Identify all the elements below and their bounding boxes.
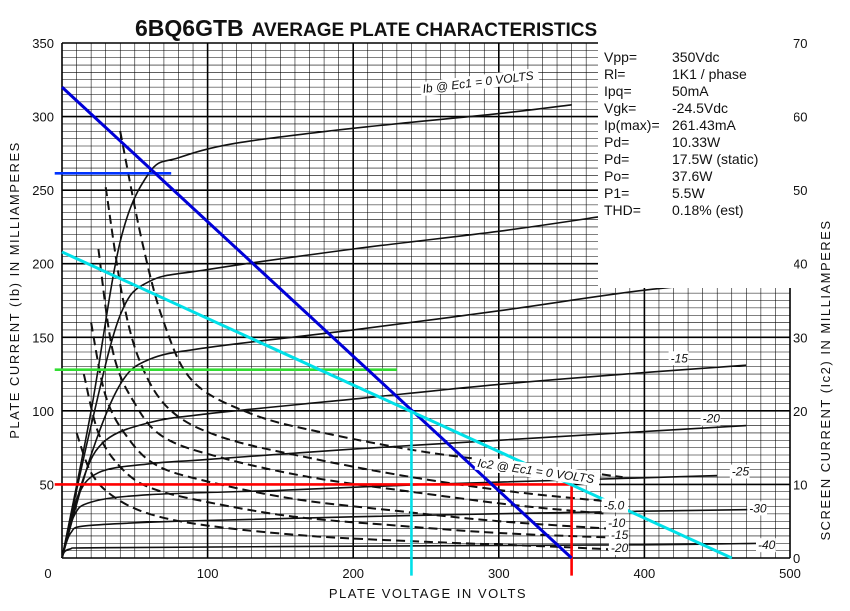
x-tick-label: 300 [488,566,510,581]
y-tick-label-left: 100 [32,404,54,419]
spec-value: -24.5Vdc [672,100,728,116]
spec-label: Pd= [604,134,629,150]
plate-curve-1 [61,215,601,559]
spec-value: 10.33W [672,134,721,150]
screen-curve-4 [82,373,609,539]
screen-curve-label-4-bg [608,527,629,542]
y-tick-label-left: 150 [32,330,54,345]
spec-value: 1K1 / phase [672,66,747,82]
plate-curve-label-3: -15 [671,351,689,365]
plate-curve-label-7-bg [756,538,776,553]
plate-curve-label-3-bg [668,351,689,366]
screen-curve-label-4-wrap: -15 [608,527,629,542]
y-tick-label-left: 250 [32,183,54,198]
plate-curve-label-3-wrap: -15 [668,351,689,366]
plate-curve-label-5: -25 [732,465,750,479]
screen-curve-label-2-wrap: -5.0 [601,498,628,513]
screen-curve-2 [97,248,609,515]
y-tick-label-left: 300 [32,110,54,125]
spec-label: Rl= [604,66,625,82]
spec-label: Ip(max)= [604,117,660,133]
spec-list: Vpp= 350Vdc Rl= 1K1 / phase Ipq= 50mA Vgk= -24.… [604,49,758,218]
spec-label: Vpp= [604,49,637,65]
screen-curve-label-4: -15 [611,528,629,542]
chart-title: 6BQ6GTB AVERAGE PLATE CHARACTERISTICS [135,15,597,41]
spec-value: 37.6W [672,168,713,184]
screen-curve-label-5: -20 [611,541,629,555]
y-axis-title-left: PLATE CURRENT (Ib) IN MILLIAMPERES [7,141,22,439]
plate-curve-6 [61,508,761,559]
screen-curve-label-2-bg [601,498,628,513]
screen-curve-3 [90,322,609,530]
y-tick-label-right: 30 [793,330,807,345]
screen-curve-label-2: -5.0 [604,498,625,512]
plate-curve-label-7: -40 [758,538,776,552]
y-tick-label-right: 70 [793,36,807,51]
plate-curve-0 [61,104,572,559]
spec-label: P1= [604,185,629,201]
spec-label: Po= [604,168,629,184]
spec-value: 350Vdc [672,49,719,65]
spec-box [598,40,794,288]
plate-curve-label-0-bg [419,67,540,97]
y-tick-label-right: 50 [793,183,807,198]
spec-value: 261.43mA [672,117,736,133]
x-tick-label: 500 [779,566,801,581]
plate-curve-3 [61,364,747,559]
plate-curve-label-6-wrap: -30 [747,501,767,516]
spec-value: 17.5W (static) [672,151,758,167]
spec-value: 50mA [672,83,709,99]
y-tick-label-right: 0 [793,551,800,566]
screen-curve-label-0-bg [474,455,601,487]
plate-curve-label-7-wrap: -40 [756,538,776,553]
y-tick-label-right: 10 [793,477,807,492]
spec-value: 0.18% (est) [672,202,744,218]
y-tick-label-right: 20 [793,404,807,419]
spec-label: THD= [604,202,641,218]
plate-curve-2 [61,280,747,559]
plate-curve-label-4-bg [700,411,721,426]
screen-curve-label-3-wrap: -10 [606,516,626,531]
x-tick-label: 200 [342,566,364,581]
spec-label: Pd= [604,151,629,167]
screen-curve-label-5-bg [608,541,629,556]
y-tick-label-left: 200 [32,257,54,272]
y-tick-label-right: 60 [793,110,807,125]
screen-curve-label-3: -10 [608,516,626,530]
plate-curve-label-4-wrap: -20 [700,411,721,426]
screen-curve-label-3-bg [606,516,626,531]
plate-curve-7 [61,542,761,559]
plate-curve-label-5-wrap: -25 [729,464,750,479]
y-tick-label-right: 40 [793,257,807,272]
plate-curve-label-6: -30 [749,501,767,515]
screen-curve-0 [119,131,623,479]
plate-curve-4 [61,424,747,559]
chart-title-rest: AVERAGE PLATE CHARACTERISTICS [252,20,598,41]
x-axis-title: PLATE VOLTAGE IN VOLTS [329,586,527,601]
spec-label: Vgk= [604,100,636,116]
spec-label: Ipq= [604,83,632,99]
y-tick-label-left: 350 [32,36,54,51]
load-line-0 [60,86,573,560]
x-tick-label: 0 [44,566,51,581]
plate-curve-label-4: -20 [703,412,721,426]
spec-value: 5.5W [672,185,705,201]
screen-curve-label-5-wrap: -20 [608,541,629,556]
y-tick-label-left: 50 [40,477,54,492]
plate-curve-label-6-bg [747,501,767,516]
tick-labels: 0 100 200 300 400 500 50 100 150 200 250 300 350 0 10 2… [32,36,807,581]
plate-curve-label-5-bg [729,464,750,479]
x-tick-label: 400 [634,566,656,581]
plate-current-curves [61,104,761,559]
x-tick-label: 100 [197,566,219,581]
chart-title-part: 6BQ6GTB [135,15,244,41]
y-axis-title-right: SCREEN CURRENT (Ic2) IN MILLIAMPERES [818,219,833,540]
